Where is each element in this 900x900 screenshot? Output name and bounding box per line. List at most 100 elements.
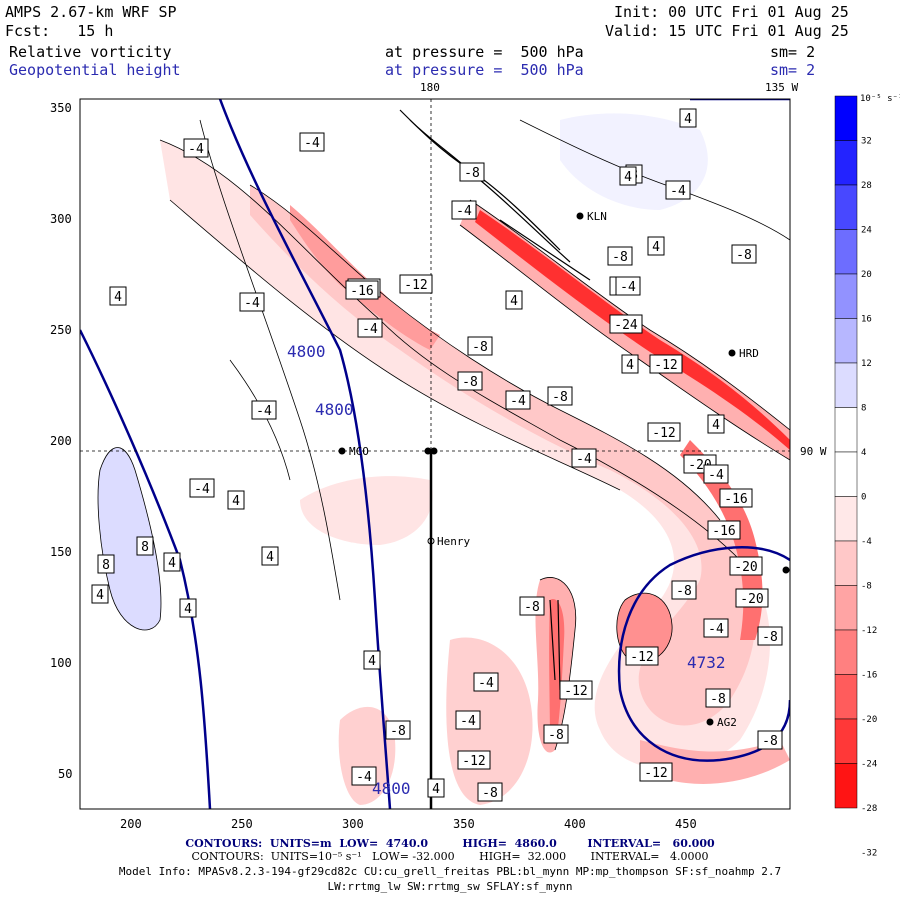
- svg-text:-8: -8: [390, 724, 406, 739]
- height-contour-info: CONTOURS: UNITS=m LOW= 4740.0 HIGH= 4860…: [185, 837, 715, 850]
- colorbar-label: 28: [861, 181, 872, 191]
- vorticity-label: -12: [457, 750, 491, 770]
- vorticity-label: -12: [399, 274, 433, 294]
- colorbar-swatch: [834, 585, 858, 631]
- forecast-hour: Fcst: 15 h: [5, 22, 114, 40]
- station-label: HRD: [739, 347, 759, 360]
- svg-text:-8: -8: [762, 630, 778, 645]
- x-tick-label: 300: [342, 817, 364, 831]
- x-tick-label: 450: [675, 817, 697, 831]
- svg-text:4: 4: [712, 418, 720, 433]
- station-marker: [576, 212, 584, 220]
- svg-text:-8: -8: [462, 375, 478, 390]
- x-tick-label: 200: [120, 817, 142, 831]
- field2-name: Geopotential height: [9, 61, 181, 79]
- vorticity-label: 4: [707, 414, 725, 434]
- y-tick-label: 200: [50, 434, 72, 448]
- svg-text:-4: -4: [460, 714, 476, 729]
- physics-info: LW:rrtmg_lw SW:rrtmg_sw SFLAY:sf_mynn: [327, 880, 573, 893]
- station-label: Henry: [437, 535, 470, 548]
- vorticity-label: -8: [731, 244, 757, 264]
- lon-label-90w: 90 W: [800, 445, 827, 458]
- svg-text:-4: -4: [620, 280, 636, 295]
- height-labels: 4800 4800 4732 4800: [287, 342, 726, 798]
- init-time: Init: 00 UTC Fri 01 Aug 25: [614, 3, 849, 21]
- colorbar-label: 0: [861, 493, 866, 503]
- vorticity-label: 4: [427, 778, 445, 798]
- colorbar: 10⁻⁵ s⁻¹ 32 28 24 20 16 12 8 4 0 -4 -8 -12 -16 -20 -24…: [834, 94, 900, 859]
- colorbar-swatch: [834, 451, 858, 497]
- vorticity-label: -4: [505, 390, 531, 410]
- vorticity-label: -8: [757, 626, 783, 646]
- lon-label-135w: 135 W: [765, 81, 799, 94]
- vorticity-label: -4: [473, 672, 499, 692]
- svg-text:4: 4: [96, 588, 104, 603]
- vorticity-label: -8: [457, 371, 483, 391]
- colorbar-label: 4: [861, 448, 866, 458]
- vorticity-label: -8: [543, 724, 569, 744]
- vorticity-label: 4: [163, 552, 181, 572]
- svg-text:-8: -8: [710, 692, 726, 707]
- colorbar-swatch: [834, 229, 858, 275]
- x-tick-label: 400: [564, 817, 586, 831]
- y-axis: 350 300 250 200 150 100 50: [50, 101, 72, 781]
- station-marker: [430, 447, 438, 455]
- svg-text:-12: -12: [404, 278, 427, 293]
- colorbar-swatch: [834, 140, 858, 186]
- colorbar-label: -8: [861, 582, 872, 592]
- vorticity-label: 4: [679, 108, 697, 128]
- colorbar-swatch: [834, 318, 858, 364]
- colorbar-swatch: [834, 95, 858, 141]
- vorticity-label: 4: [363, 650, 381, 670]
- svg-text:-8: -8: [612, 250, 628, 265]
- svg-text:-4: -4: [478, 676, 494, 691]
- svg-text:-8: -8: [676, 584, 692, 599]
- svg-text:-8: -8: [482, 786, 498, 801]
- svg-text:4: 4: [626, 358, 634, 373]
- vorticity-label: -8: [459, 162, 485, 182]
- y-tick-label: 150: [50, 545, 72, 559]
- vorticity-label: 4: [621, 354, 639, 374]
- svg-text:-4: -4: [356, 770, 372, 785]
- svg-text:-12: -12: [630, 650, 653, 665]
- field1-name: Relative vorticity: [9, 43, 172, 61]
- vorticity-label: -8: [607, 246, 633, 266]
- field1-smoothing: sm= 2: [770, 43, 816, 61]
- colorbar-label: -12: [861, 626, 877, 636]
- colorbar-label: 12: [861, 359, 872, 369]
- vorticity-label: 8: [97, 554, 115, 574]
- vorticity-label: -24: [609, 314, 643, 334]
- x-axis: 200 250 300 350 400 450: [120, 817, 697, 831]
- svg-text:-12: -12: [652, 426, 675, 441]
- vorticity-label: 4: [261, 546, 279, 566]
- svg-text:4: 4: [184, 602, 192, 617]
- height-label: 4800: [287, 342, 326, 361]
- svg-text:8: 8: [102, 558, 110, 573]
- station-marker: [728, 349, 736, 357]
- vorticity-label: -12: [647, 422, 681, 442]
- svg-text:-4: -4: [456, 204, 472, 219]
- height-label: 4732: [687, 653, 726, 672]
- vorticity-label: -4: [357, 318, 383, 338]
- vorticity-label: -4: [183, 138, 209, 158]
- field2-level: at pressure = 500 hPa: [385, 61, 584, 79]
- vorticity-label: -20: [735, 588, 769, 608]
- vorticity-label: -4: [351, 766, 377, 786]
- vorticity-label: -4: [703, 618, 729, 638]
- colorbar-label: -4: [861, 537, 872, 547]
- vorticity-label: 4: [227, 490, 245, 510]
- colorbar-label: 24: [861, 226, 872, 236]
- svg-text:-8: -8: [472, 340, 488, 355]
- vorticity-label: -16: [345, 280, 379, 300]
- y-tick-label: 100: [50, 656, 72, 670]
- station-marker: [782, 566, 790, 574]
- vorticity-label: -8: [519, 596, 545, 616]
- svg-text:4: 4: [168, 556, 176, 571]
- vorticity-label: -8: [671, 580, 697, 600]
- station-label: KLN: [587, 210, 607, 223]
- vorticity-label: 4: [109, 286, 127, 306]
- svg-text:-12: -12: [462, 754, 485, 769]
- height-label: 4800: [315, 400, 354, 419]
- svg-text:4: 4: [432, 782, 440, 797]
- svg-text:-4: -4: [708, 622, 724, 637]
